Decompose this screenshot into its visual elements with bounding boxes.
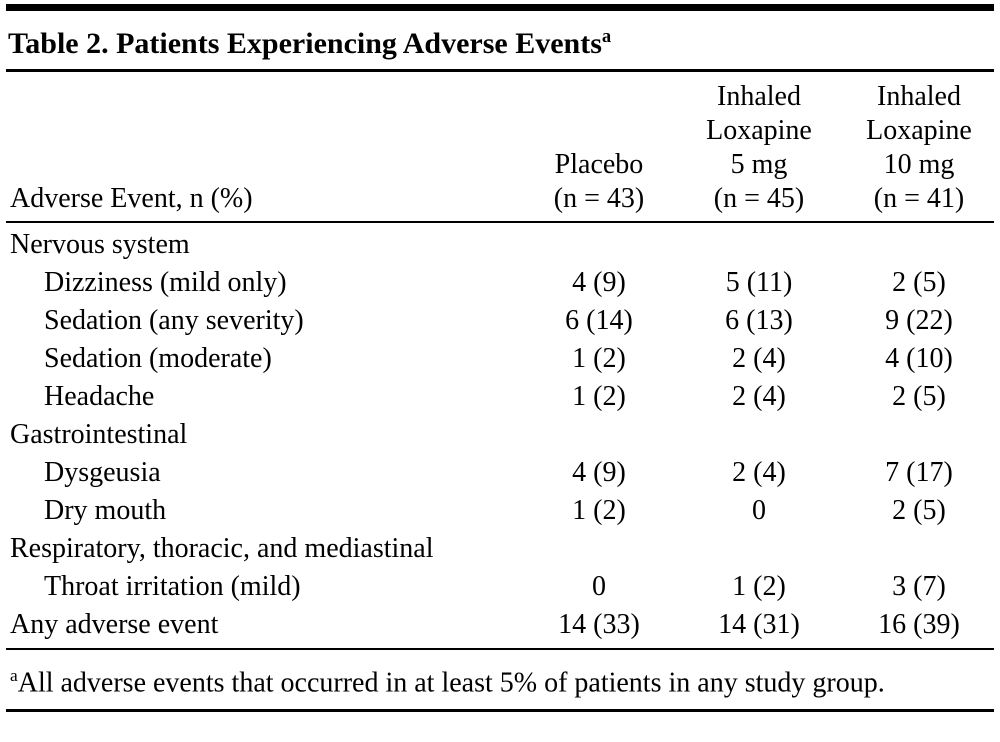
footnote-text: All adverse events that occurred in at l…	[17, 667, 885, 699]
column-header-line: (n = 45)	[713, 183, 805, 214]
header-rule	[6, 221, 994, 223]
bottom-rule	[6, 709, 994, 713]
table-header-row: Adverse Event, n (%) Placebo (n = 43) In…	[6, 72, 994, 221]
cell-value: 0	[592, 571, 606, 602]
cell-value: 2 (5)	[892, 381, 946, 412]
top-rule	[6, 4, 994, 11]
table-row: Sedation (moderate) 1 (2) 2 (4) 4 (10)	[6, 340, 994, 378]
cell-value: 6 (14)	[565, 305, 633, 336]
table-row: Dry mouth 1 (2) 0 2 (5)	[6, 492, 994, 530]
cell-value: 6 (13)	[725, 305, 793, 336]
column-header-line: Loxapine	[866, 115, 972, 146]
table-row-section: Respiratory, thoracic, and mediastinal	[6, 530, 994, 568]
table-row: Headache 1 (2) 2 (4) 2 (5)	[6, 378, 994, 416]
table-figure: Table 2. Patients Experiencing Adverse E…	[6, 4, 994, 717]
cell-value: 4 (9)	[572, 457, 626, 488]
row-label: Throat irritation (mild)	[44, 571, 301, 602]
cell-value: 16 (39)	[878, 609, 960, 640]
row-label: Any adverse event	[10, 609, 219, 640]
cell-value: 1 (2)	[572, 495, 626, 526]
cell-value: 2 (4)	[732, 381, 786, 412]
table-row: Sedation (any severity) 6 (14) 6 (13) 9 …	[6, 302, 994, 340]
cell-value: 4 (9)	[572, 267, 626, 298]
row-label: Sedation (any severity)	[44, 305, 304, 336]
title-rule	[6, 69, 994, 72]
column-header-line: (n = 41)	[873, 183, 965, 214]
table-row-section: Gastrointestinal	[6, 416, 994, 454]
footnote-marker: a	[10, 666, 18, 685]
cell-value: 2 (5)	[892, 267, 946, 298]
cell-value: 1 (2)	[572, 343, 626, 374]
cell-value: 2 (4)	[732, 343, 786, 374]
row-label: Gastrointestinal	[10, 419, 188, 450]
cell-value: 1 (2)	[732, 571, 786, 602]
row-label: Dry mouth	[44, 495, 167, 526]
cell-value: 2 (5)	[892, 495, 946, 526]
cell-value: 4 (10)	[885, 343, 953, 374]
cell-value: 1 (2)	[572, 381, 626, 412]
column-header-line: (n = 43)	[553, 183, 645, 214]
column-header-adverse-event: Adverse Event, n (%)	[10, 183, 253, 214]
column-header-line: Inhaled	[717, 81, 801, 112]
row-label: Headache	[44, 381, 155, 412]
cell-value: 7 (17)	[885, 457, 953, 488]
footnote-rule	[6, 648, 994, 650]
column-header-line: 5 mg	[730, 149, 788, 180]
table-title-superscript: a	[601, 26, 612, 47]
column-header-placebo: Placebo (n = 43)	[524, 148, 674, 216]
table-title: Table 2. Patients Experiencing Adverse E…	[6, 11, 994, 69]
bottom-margin	[6, 712, 994, 717]
row-label: Dizziness (mild only)	[44, 267, 287, 298]
cell-value: 14 (33)	[558, 609, 640, 640]
column-header-line: Loxapine	[706, 115, 812, 146]
table-row: Dysgeusia 4 (9) 2 (4) 7 (17)	[6, 454, 994, 492]
cell-value: 3 (7)	[892, 571, 946, 602]
row-label: Dysgeusia	[44, 457, 161, 488]
cell-value: 5 (11)	[725, 267, 793, 298]
cell-value: 0	[752, 495, 766, 526]
column-header-line: Inhaled	[877, 81, 961, 112]
table-row-total: Any adverse event 14 (33) 14 (31) 16 (39…	[6, 606, 994, 644]
row-label: Sedation (moderate)	[44, 343, 272, 374]
column-header-line: 10 mg	[883, 149, 955, 180]
cell-value: 2 (4)	[732, 457, 786, 488]
column-header-loxapine-10mg: Inhaled Loxapine 10 mg (n = 41)	[844, 80, 994, 216]
table-row: Dizziness (mild only) 4 (9) 5 (11) 2 (5)	[6, 264, 994, 302]
table-title-text: Table 2. Patients Experiencing Adverse E…	[8, 27, 602, 60]
column-header-loxapine-5mg: Inhaled Loxapine 5 mg (n = 45)	[674, 80, 844, 216]
table-row: Throat irritation (mild) 0 1 (2) 3 (7)	[6, 568, 994, 606]
row-label: Respiratory, thoracic, and mediastinal	[10, 533, 434, 564]
cell-value: 9 (22)	[885, 305, 953, 336]
cell-value: 14 (31)	[718, 609, 800, 640]
table-row-section: Nervous system	[6, 226, 994, 264]
table-body: Nervous system Dizziness (mild only) 4 (…	[6, 223, 994, 648]
column-header-line: Placebo	[554, 149, 644, 180]
table-footnote: aAll adverse events that occurred in at …	[6, 650, 994, 709]
row-label: Nervous system	[10, 229, 190, 260]
